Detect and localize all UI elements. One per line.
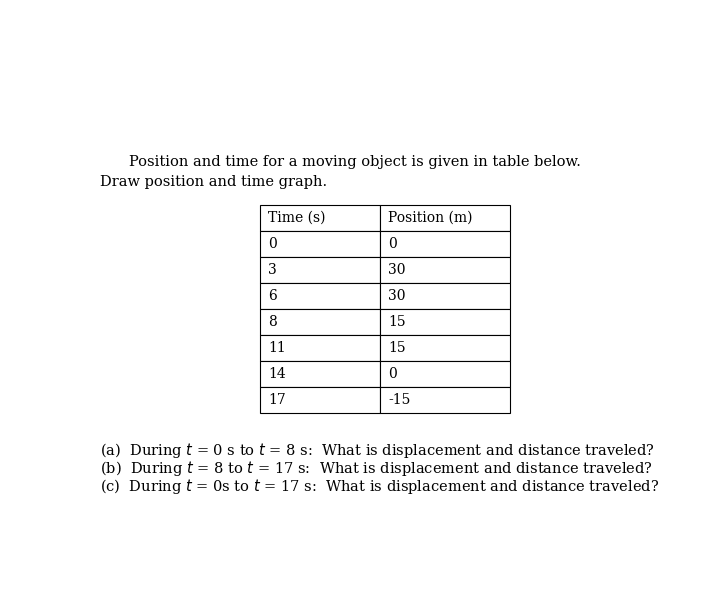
Bar	[260, 205, 380, 231]
Text: (b)  During $t$ = 8 to $t$ = 17 s:  What is displacement and distance traveled?: (b) During $t$ = 8 to $t$ = 17 s: What i…	[100, 459, 652, 478]
Text: 11: 11	[268, 341, 285, 355]
Bar	[380, 361, 510, 387]
Text: 14: 14	[268, 367, 285, 381]
Bar	[260, 231, 380, 257]
Text: (a)  During $t$ = 0 s to $t$ = 8 s:  What is displacement and distance traveled?: (a) During $t$ = 0 s to $t$ = 8 s: What …	[100, 441, 655, 460]
Bar	[380, 205, 510, 231]
Bar	[380, 387, 510, 413]
Text: 8: 8	[268, 315, 277, 329]
Text: (c)  During $t$ = 0s to $t$ = 17 s:  What is displacement and distance traveled?: (c) During $t$ = 0s to $t$ = 17 s: What …	[100, 477, 659, 496]
Bar	[260, 361, 380, 387]
Bar	[260, 309, 380, 335]
Bar	[380, 309, 510, 335]
Text: Position (m): Position (m)	[388, 211, 472, 225]
Bar	[260, 283, 380, 309]
Text: -15: -15	[388, 393, 410, 407]
Bar	[380, 335, 510, 361]
Bar	[260, 335, 380, 361]
Bar	[380, 257, 510, 283]
Text: 15: 15	[388, 341, 405, 355]
Text: 15: 15	[388, 315, 405, 329]
Text: 0: 0	[268, 237, 277, 251]
Text: 30: 30	[388, 263, 405, 277]
Text: 0: 0	[388, 367, 397, 381]
Text: 0: 0	[388, 237, 397, 251]
Text: Time (s): Time (s)	[268, 211, 325, 225]
Text: 17: 17	[268, 393, 285, 407]
Bar	[380, 283, 510, 309]
Bar	[260, 387, 380, 413]
Text: 30: 30	[388, 289, 405, 303]
Bar	[380, 231, 510, 257]
Text: 6: 6	[268, 289, 277, 303]
Text: 3: 3	[268, 263, 277, 277]
Text: Draw position and time graph.: Draw position and time graph.	[100, 175, 327, 189]
Bar	[260, 257, 380, 283]
Text: Position and time for a moving object is given in table below.: Position and time for a moving object is…	[129, 155, 581, 169]
